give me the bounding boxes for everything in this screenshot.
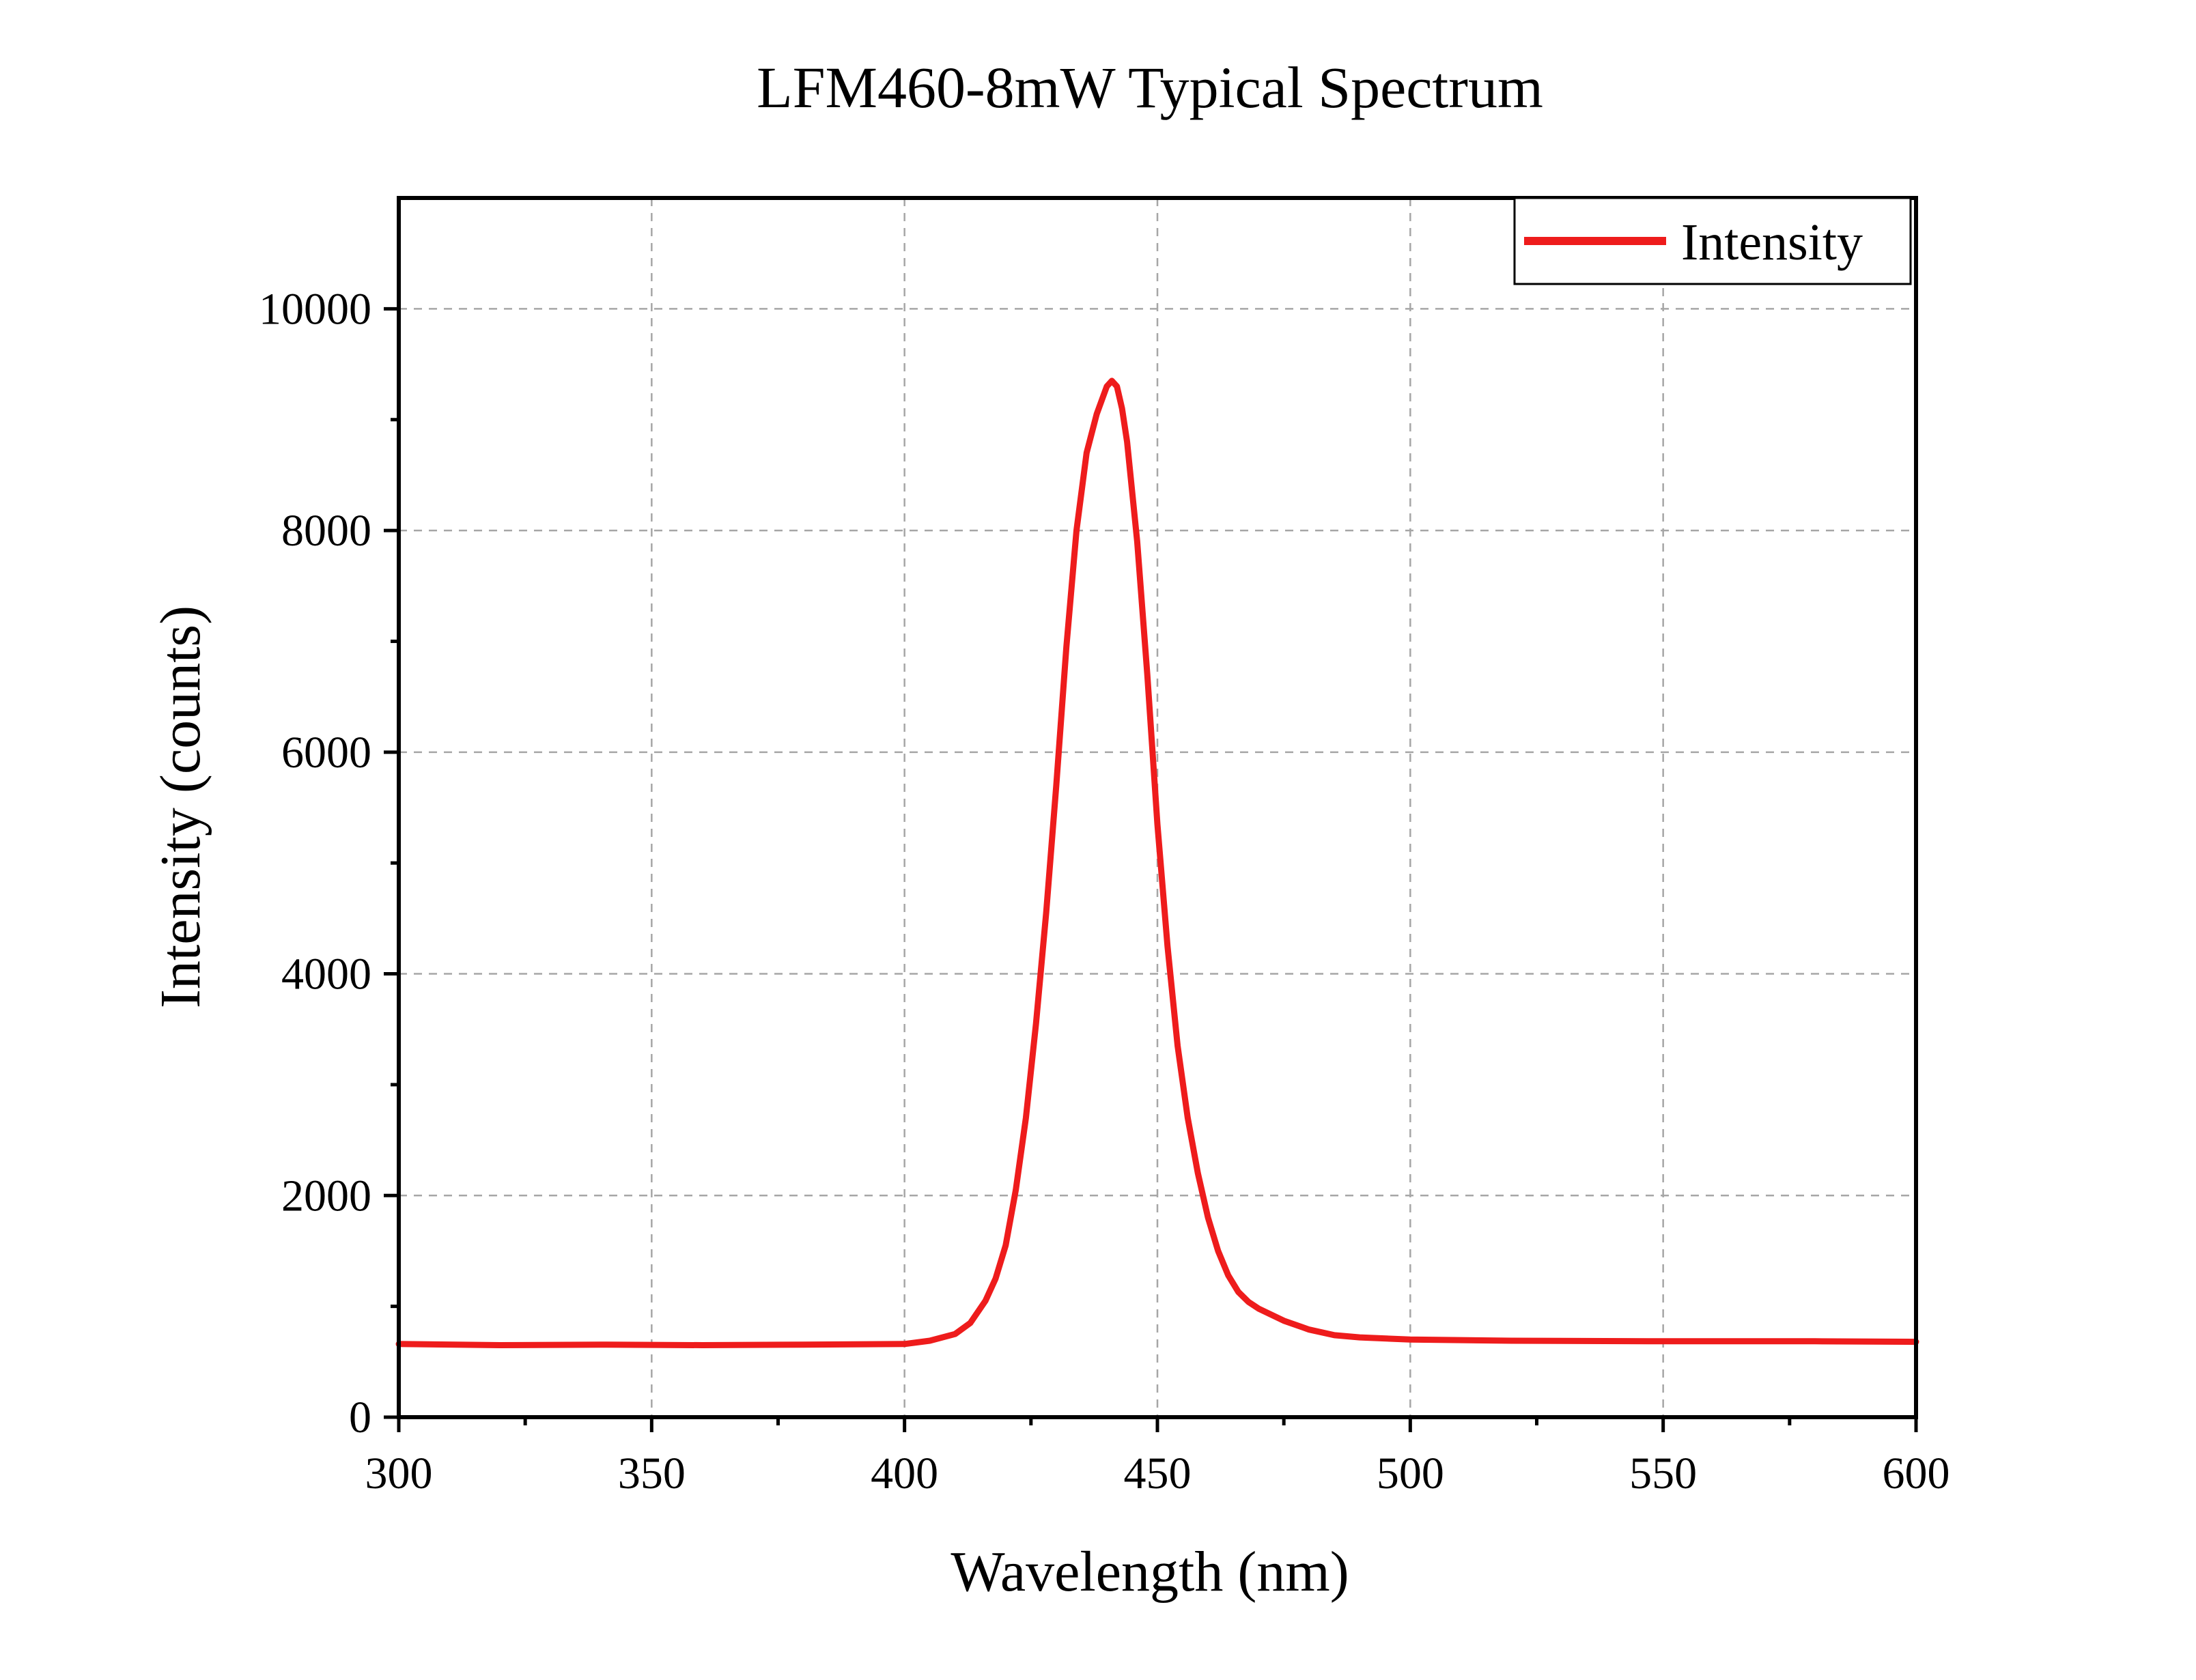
x-tick-label: 400 bbox=[871, 1449, 938, 1498]
y-axis-label: Intensity (counts) bbox=[149, 606, 212, 1008]
legend-label: Intensity bbox=[1681, 214, 1863, 271]
x-tick-label: 450 bbox=[1124, 1449, 1192, 1498]
x-tick-label: 600 bbox=[1883, 1449, 1950, 1498]
y-tick-label: 10000 bbox=[259, 284, 371, 334]
x-tick-labels: 300 350 400 450 500 550 600 bbox=[365, 1449, 1950, 1498]
y-tick-label: 6000 bbox=[281, 728, 371, 778]
y-tick-label: 8000 bbox=[281, 506, 371, 556]
x-tick-label: 350 bbox=[618, 1449, 686, 1498]
y-tick-label: 0 bbox=[349, 1393, 371, 1442]
x-tick-label: 550 bbox=[1629, 1449, 1697, 1498]
x-tick-label: 500 bbox=[1377, 1449, 1444, 1498]
legend: Intensity bbox=[1513, 197, 1912, 285]
y-tick-labels: 0 2000 4000 6000 8000 10000 bbox=[259, 284, 371, 1442]
y-tick-label: 4000 bbox=[281, 950, 371, 999]
x-axis-label: Wavelength (nm) bbox=[951, 1540, 1349, 1604]
y-tick-label: 2000 bbox=[281, 1171, 371, 1221]
series-layer bbox=[395, 378, 1919, 1348]
chart-title: LFM460-8mW Typical Spectrum bbox=[757, 55, 1543, 120]
axis-ticks bbox=[384, 307, 1918, 1432]
grid-lines bbox=[399, 198, 1916, 1417]
x-tick-label: 300 bbox=[365, 1449, 433, 1498]
series-line-intensity bbox=[395, 378, 1919, 1348]
